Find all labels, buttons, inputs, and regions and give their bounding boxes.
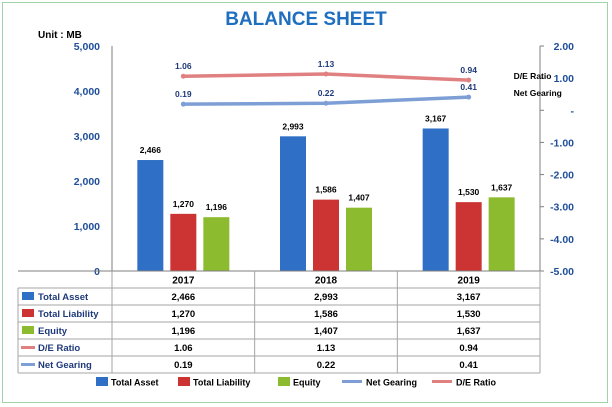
bar-total-asset [280, 136, 306, 271]
bar-equity [346, 207, 372, 271]
table-cell: 0.19 [174, 360, 193, 371]
bar-data-label: 3,167 [425, 113, 447, 123]
table-cell: 1,637 [457, 326, 481, 337]
series-name-label: D/E Ratio [514, 71, 552, 81]
legend-key-total-liability [178, 377, 190, 386]
x-tick-label: 2018 [315, 276, 338, 287]
line-data-label: 0.94 [460, 65, 477, 75]
point-d-e-ratio [466, 77, 472, 83]
legend-label: Total Asset [111, 378, 159, 388]
legend: Total Asset Total Liability Equity Net Gear… [96, 377, 497, 388]
table-cell: 1,270 [171, 309, 195, 320]
table-cell: 1.13 [317, 343, 336, 354]
y-tick-label-right: -2.00 [550, 170, 574, 182]
bars: 2,466 1,270 1,196 2,993 1,586 1,407 3,167 1,530… [137, 113, 515, 271]
bar-data-label: 2,466 [140, 145, 162, 155]
table-cell: 1,530 [457, 309, 481, 320]
y-tick-label-left: 2,000 [74, 176, 100, 188]
y-tick-label-right: -1.00 [550, 137, 574, 149]
legend-label: Total Liability [193, 378, 250, 388]
y-tick-label-right: -3.00 [550, 202, 574, 214]
y-tick-label-right: 1.00 [554, 73, 575, 85]
legend-label: D/E Ratio [456, 378, 497, 388]
bar-equity [203, 217, 230, 271]
bar-total-asset [137, 160, 164, 271]
bar-total-liability [313, 199, 339, 271]
table-row-label: Net Gearing [38, 360, 92, 371]
bar-data-label: 1,270 [173, 199, 195, 209]
y-tick-label-right: -4.00 [550, 234, 574, 246]
axes: 0 1,000 2,000 3,000 4,000 5,000 -5.00 -4.00 -3.0… [74, 41, 575, 278]
bar-total-liability [170, 213, 197, 271]
point-net-gearing [466, 94, 472, 100]
table-cell: 0.94 [459, 343, 478, 354]
y-tick-label-left: 0 [94, 266, 100, 278]
legend-key-total-asset [96, 377, 108, 386]
line-data-label: 0.19 [175, 89, 192, 99]
bar-data-label: 1,530 [458, 187, 480, 197]
table-cell: 1.06 [174, 343, 193, 354]
line-data-label: 1.13 [318, 59, 335, 69]
bar-data-label: 1,586 [315, 185, 337, 195]
line-data-label: 0.22 [318, 88, 335, 98]
bar-total-liability [455, 202, 482, 271]
legend-key-equity [278, 377, 290, 386]
bar-total-asset [422, 128, 449, 271]
data-table: 2017 2018 2019 Total Asset 2,466 2,993 3,167 To… [17, 270, 541, 374]
line-data-label: 0.41 [460, 82, 477, 92]
point-d-e-ratio [180, 73, 186, 79]
x-tick-label: 2017 [172, 276, 195, 287]
table-row-label: Equity [38, 326, 68, 337]
table-key-total-liability [22, 309, 34, 317]
table-cell: 2,466 [171, 292, 195, 303]
bar-data-label: 1,637 [491, 182, 513, 192]
y-tick-label-left: 1,000 [74, 221, 100, 233]
bar-equity [488, 197, 515, 271]
chart-title: BALANCE SHEET [225, 9, 387, 30]
table-cell: 2,993 [314, 292, 338, 303]
unit-label: Unit : MB [38, 30, 82, 41]
table-cell: 1,196 [171, 326, 195, 337]
bar-data-label: 1,407 [348, 193, 370, 203]
table-row-label: D/E Ratio [38, 343, 80, 354]
y-tick-label-right: -5.00 [550, 266, 574, 278]
line-data-label: 1.06 [175, 61, 192, 71]
bar-data-label: 1,196 [206, 202, 228, 212]
y-tick-label-right: - [571, 105, 575, 117]
table-cell: 0.41 [459, 360, 478, 371]
chart-frame [2, 2, 608, 403]
y-tick-label-left: 3,000 [74, 131, 100, 143]
x-tick-label: 2019 [458, 276, 481, 287]
series-name-label: Net Gearing [514, 88, 562, 98]
table-key-equity [22, 326, 34, 334]
y-tick-label-left: 5,000 [74, 41, 100, 53]
y-tick-label-left: 4,000 [74, 86, 100, 98]
table-row-label: Total Asset [38, 292, 89, 303]
table-cell: 1,407 [314, 326, 338, 337]
table-cell: 3,167 [457, 292, 481, 303]
legend-label: Equity [293, 378, 321, 388]
point-d-e-ratio [323, 71, 329, 77]
y-tick-label-right: 2.00 [554, 41, 575, 53]
table-key-total-asset [22, 292, 34, 300]
point-net-gearing [323, 100, 329, 106]
point-net-gearing [180, 101, 186, 107]
table-cell: 0.22 [317, 360, 336, 371]
line-series: 1.06 1.13 0.94 D/E Ratio 0.19 0.22 0.41 Net Gea… [175, 59, 562, 107]
table-row-label: Total Liability [38, 309, 99, 320]
table-cell: 1,586 [314, 309, 338, 320]
legend-label: Net Gearing [366, 378, 417, 388]
bar-data-label: 2,993 [282, 121, 304, 131]
